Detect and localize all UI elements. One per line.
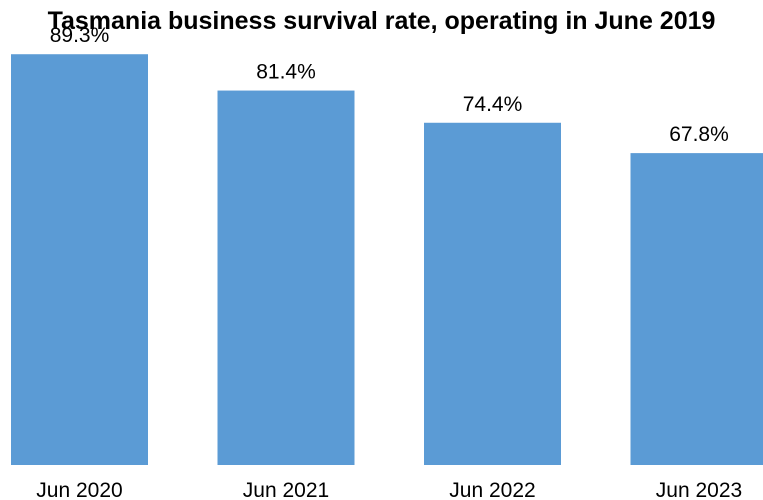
bar-2 (424, 122, 561, 465)
value-label-2: 74.4% (463, 93, 523, 116)
category-label-1: Jun 2021 (243, 479, 329, 500)
bar-3 (630, 153, 763, 465)
category-label-0: Jun 2020 (36, 479, 122, 500)
bar-0 (11, 54, 148, 465)
value-label-0: 89.3% (50, 24, 110, 47)
category-label-3: Jun 2023 (656, 479, 742, 500)
value-label-1: 81.4% (256, 61, 316, 84)
category-label-2: Jun 2022 (449, 479, 535, 500)
chart-title: Tasmania business survival rate, operati… (47, 7, 716, 35)
bar-1 (217, 90, 355, 465)
value-label-3: 67.8% (669, 123, 729, 146)
